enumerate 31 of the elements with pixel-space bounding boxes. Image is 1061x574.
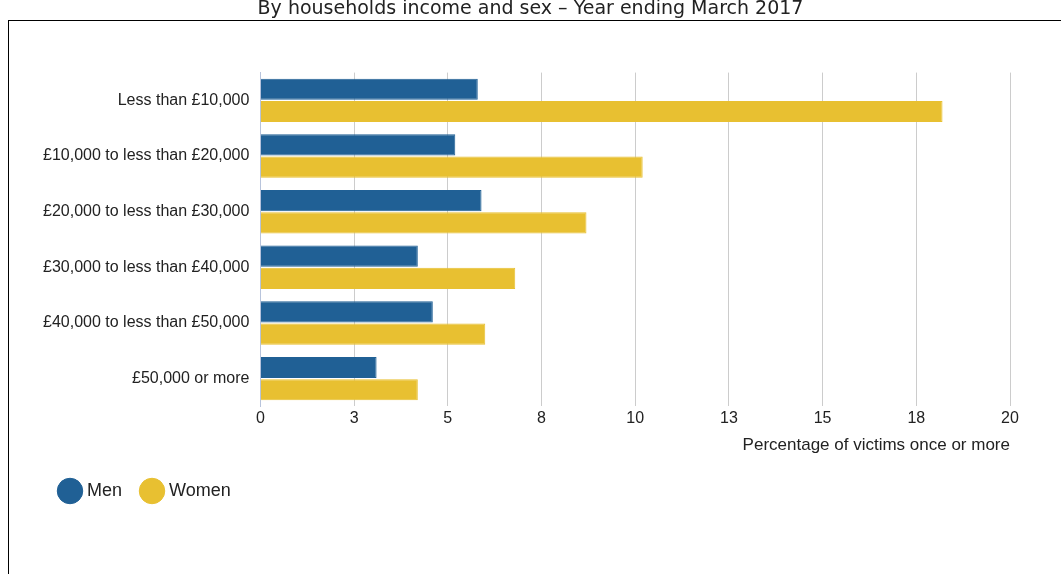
y-tick-label: £30,000 to less than £40,000 [43, 257, 250, 275]
x-tick-label: 8 [537, 409, 547, 427]
bar [260, 301, 433, 323]
chart-title: By households income and sex – Year ending March 2017 [256, 0, 805, 18]
bar [260, 323, 486, 345]
bar [260, 212, 587, 234]
x-tick-label: 0 [255, 409, 265, 427]
x-tick-label: 18 [907, 409, 926, 427]
bar [260, 100, 943, 123]
bar [260, 156, 643, 178]
x-tick-label: 15 [813, 409, 832, 427]
bar [260, 189, 482, 212]
legend-label: Women [169, 479, 231, 500]
bar [260, 78, 478, 100]
y-tick-label: £20,000 to less than £30,000 [43, 202, 250, 220]
bar [260, 379, 418, 401]
x-tick-label: 10 [626, 409, 645, 427]
legend-label: Men [87, 479, 123, 500]
x-tick-label: 13 [720, 409, 738, 427]
x-tick-label: 3 [349, 409, 359, 427]
bar [260, 134, 456, 156]
x-tick-label: 5 [443, 409, 453, 427]
y-tick-label: £50,000 or more [131, 368, 250, 386]
bar [260, 267, 516, 290]
y-tick-label: Less than £10,000 [117, 90, 250, 108]
bar [260, 245, 418, 267]
y-tick-label: £10,000 to less than £20,000 [43, 146, 250, 164]
x-axis-title: Percentage of victims once or more [742, 435, 1010, 455]
y-tick-label: £40,000 to less than £50,000 [43, 313, 250, 331]
x-tick-label: 20 [1001, 409, 1019, 427]
bar [260, 356, 377, 379]
